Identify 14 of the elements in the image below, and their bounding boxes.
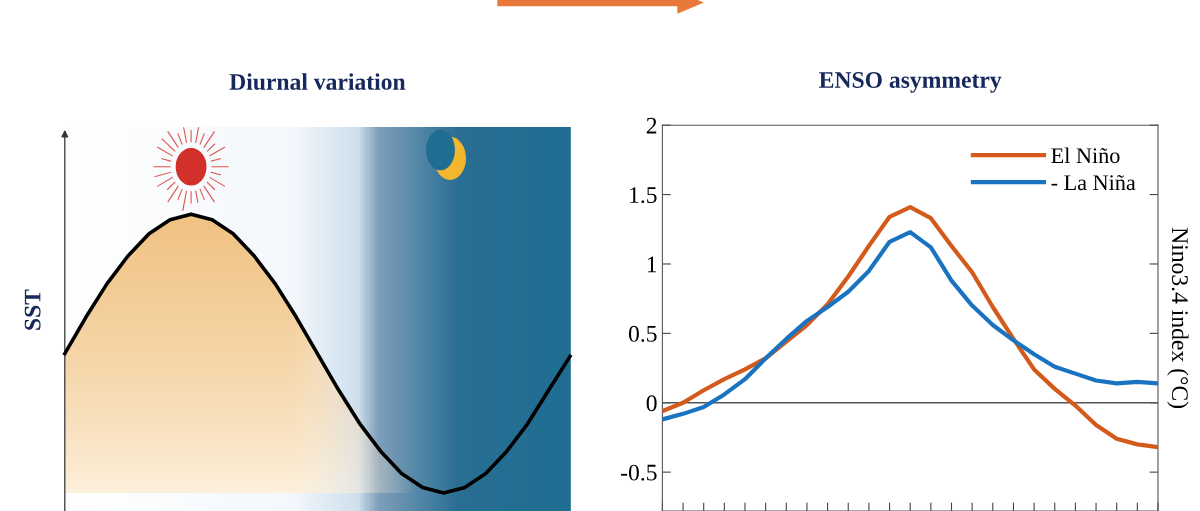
y-tick-label: 1 [647, 256, 657, 273]
line-series [662, 229, 1158, 422]
legend-label: - La Niña [1051, 174, 1136, 191]
y-tick-label: -0.5 [621, 464, 657, 481]
chart-title: Diurnal variation [229, 73, 406, 90]
chart-title: ENSO asymmetry [819, 72, 1002, 93]
y-axis-title: Nino3.4 index (°C) [1167, 227, 1189, 409]
y-tick-label: 2 [646, 117, 657, 134]
legend-label: El Niño [1051, 147, 1120, 164]
line-series [662, 204, 1158, 450]
y-axis-title: SST [24, 289, 41, 330]
y-tick-label: 1.5 [630, 187, 657, 204]
y-tick-label: 0.5 [628, 325, 657, 342]
y-tick-label: 0 [646, 395, 657, 412]
